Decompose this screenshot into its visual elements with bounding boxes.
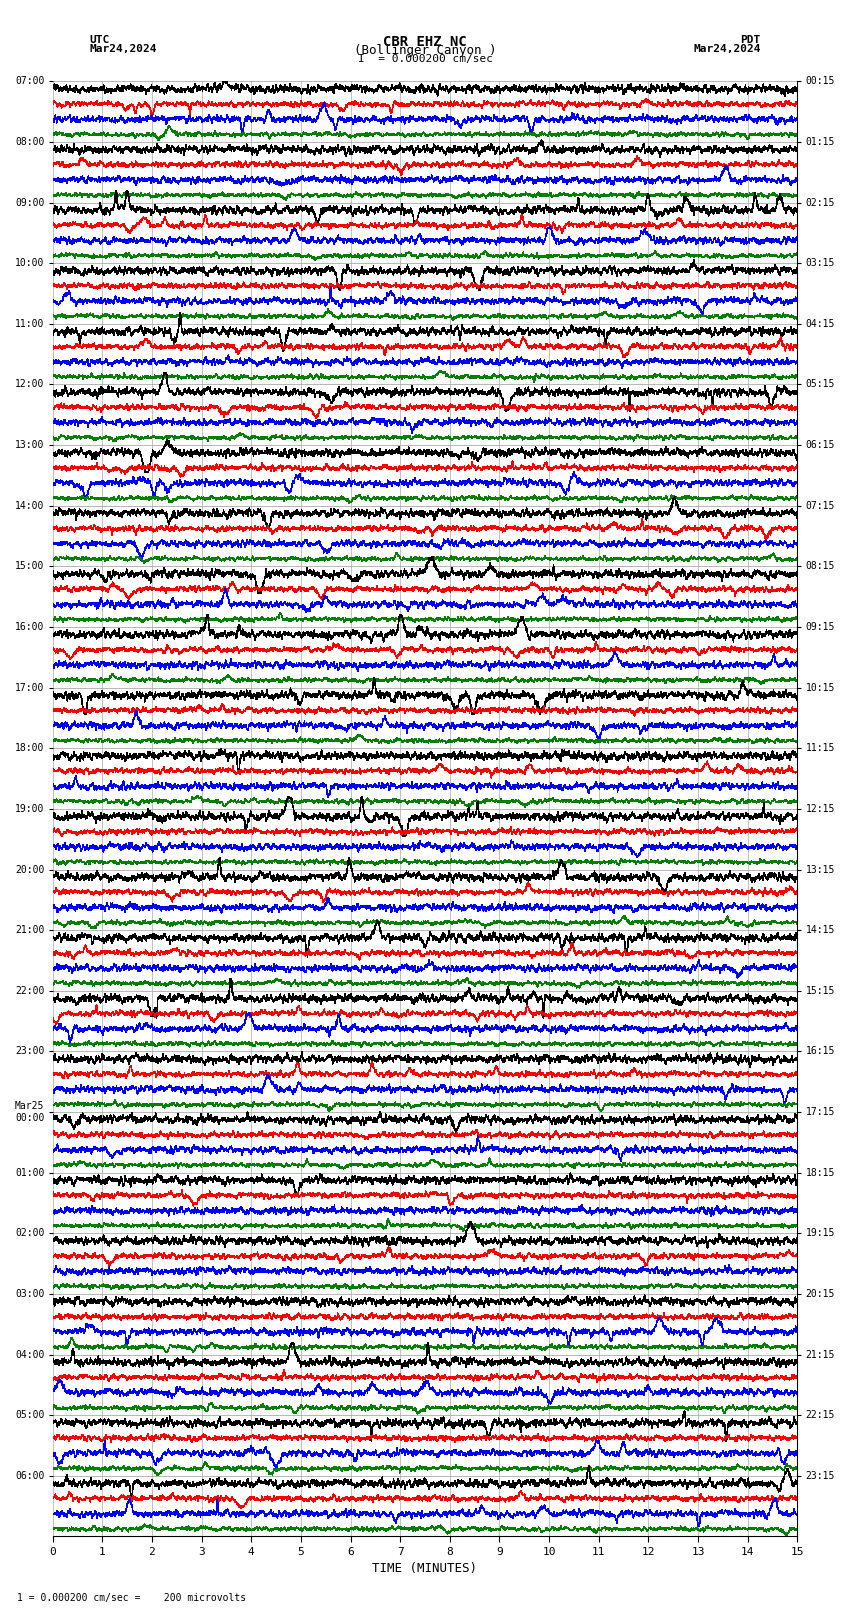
Text: PDT: PDT xyxy=(740,35,761,45)
Text: I  = 0.000200 cm/sec: I = 0.000200 cm/sec xyxy=(358,53,492,65)
Text: CBR EHZ NC: CBR EHZ NC xyxy=(383,35,467,48)
Text: (Bollinger Canyon ): (Bollinger Canyon ) xyxy=(354,44,496,58)
X-axis label: TIME (MINUTES): TIME (MINUTES) xyxy=(372,1563,478,1576)
Text: Mar24,2024: Mar24,2024 xyxy=(89,44,156,55)
Text: Mar24,2024: Mar24,2024 xyxy=(694,44,761,55)
Text: 1 = 0.000200 cm/sec =    200 microvolts: 1 = 0.000200 cm/sec = 200 microvolts xyxy=(17,1594,246,1603)
Text: UTC: UTC xyxy=(89,35,110,45)
